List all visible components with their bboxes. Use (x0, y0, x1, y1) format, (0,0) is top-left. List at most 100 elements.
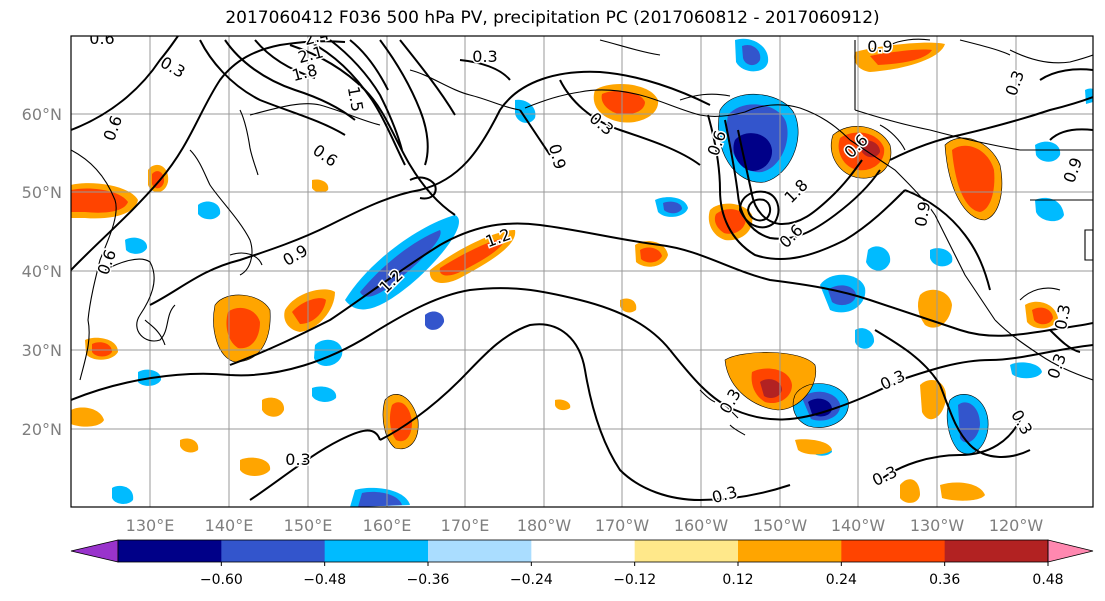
longitude-tick-label: 180°W (517, 516, 572, 535)
contour-label: 1.8 (290, 60, 320, 85)
latitude-tick-label: 50°N (22, 183, 62, 202)
precip-pos-blob (555, 399, 571, 411)
precip-neg-blob (930, 248, 953, 267)
precip-neg-blob (663, 201, 682, 214)
latitude-tick-label: 20°N (22, 420, 62, 439)
precip-pos-blob (920, 380, 947, 420)
precip-neg-blob (733, 133, 773, 171)
precip-neg-blob (866, 246, 891, 271)
precip-neg-blob (112, 485, 134, 504)
precip-neg-blob (198, 201, 221, 220)
precip-pos-blob (760, 379, 782, 398)
contour-label: 0.3 (1002, 68, 1029, 98)
longitude-tick-label: 150°E (284, 516, 333, 535)
longitude-tick-label: 170°E (441, 516, 490, 535)
contour-label: 0.3 (285, 450, 310, 469)
precip-neg-blob (425, 311, 445, 330)
latitude-tick-label: 30°N (22, 341, 62, 360)
precip-pos-blob (860, 140, 880, 158)
latitude-axis: 60°N 50°N 40°N 30°N 20°N (22, 105, 62, 439)
longitude-tick-label: 160°W (674, 516, 729, 535)
colorbar-outline (117, 539, 1049, 563)
contour-label: 0.3 (1044, 351, 1071, 381)
contour-label: 0.9 (545, 142, 570, 172)
precip-pos-blob (262, 397, 285, 417)
colorbar-segment (428, 540, 532, 562)
contour-label: 0.6 (100, 113, 127, 143)
latitude-tick-label: 40°N (22, 262, 62, 281)
precip-neg-blob (742, 44, 761, 66)
colorbar-segment (944, 540, 1049, 562)
colorbar-segment (118, 540, 222, 562)
colorbar-tick-label: 0.36 (929, 572, 960, 588)
contour-label: 0.9 (867, 37, 892, 56)
precip-pos-blob (71, 407, 104, 427)
coastlines (71, 38, 1093, 436)
colorbar-tick-label: −0.24 (510, 572, 553, 588)
plot-title: 2017060412 F036 500 hPa PV, precipitatio… (225, 8, 880, 28)
map-frame (70, 35, 1094, 508)
longitude-tick-label: 140°E (205, 516, 254, 535)
colorbar-tick-label: −0.48 (303, 572, 346, 588)
precip-pos-blob (900, 479, 920, 503)
contour-label: 0.6 (89, 29, 114, 48)
precip-pos-blob (292, 298, 326, 324)
longitude-tick-label: 140°W (831, 516, 886, 535)
precip-pos-blob (1032, 307, 1053, 325)
colorbar-tick-label: −0.12 (613, 572, 656, 588)
colorbar-segment (841, 540, 946, 562)
precip-neg-blob (1035, 141, 1061, 162)
contour-label: 1.2 (483, 225, 513, 252)
colorbar-segment (324, 540, 429, 562)
longitude-tick-label: 150°W (753, 516, 808, 535)
colorbar-extend-low (70, 539, 119, 563)
precip-neg-blob (360, 230, 441, 297)
latitude-tick-label: 60°N (22, 105, 62, 124)
contour-label: 1.5 (344, 85, 367, 113)
precip-pos-blob (180, 438, 199, 453)
contour-label: 0.6 (309, 140, 341, 170)
gridlines (71, 36, 1093, 507)
precip-outlines (213, 93, 1003, 455)
precip-pos-blob (620, 298, 637, 313)
precip-pos-blob (601, 90, 645, 115)
precip-neg-blob (358, 491, 402, 507)
map-area: 0.6 2.42.11.80.30.90.30.61.50.60.30.9 0.60… (71, 29, 1093, 507)
longitude-tick-label: 170°W (595, 516, 650, 535)
precip-neg-blob (312, 386, 337, 402)
colorbar: −0.60 −0.48 −0.36 −0.24 −0.12 0.12 0.24 0.36 0.4… (70, 539, 1094, 588)
longitude-tick-label: 120°W (989, 516, 1044, 535)
colorbar-tick-label: −0.60 (200, 572, 243, 588)
precip-neg-blob (958, 402, 980, 443)
longitude-axis: 130°E 140°E 150°E 160°E 170°E 180°W 170°W 160°W… (126, 516, 1044, 535)
precip-neg-blob (1035, 197, 1064, 222)
longitude-tick-label: 130°W (910, 516, 965, 535)
precip-pos-blob (152, 171, 165, 189)
contour-label: 0.3 (710, 482, 740, 507)
precip-pos-blob (795, 439, 832, 455)
colorbar-tick-label: 0.24 (826, 572, 857, 588)
precip-pos-blob (940, 482, 985, 501)
colorbar-extend-high (1047, 539, 1094, 563)
precip-neg-blob (855, 328, 875, 349)
contour-label: 0.3 (869, 462, 900, 490)
precip-neg-blob (125, 237, 148, 254)
colorbar-tick-label: −0.36 (407, 572, 450, 588)
precip-pos-blob (92, 342, 112, 357)
precip-pos-blob (439, 238, 505, 276)
precip-pos-blob (226, 307, 260, 349)
colorbar-segment (531, 540, 636, 562)
longitude-tick-label: 130°E (126, 516, 175, 535)
precip-pos-blob (71, 188, 128, 213)
precip-pos-blob (640, 247, 662, 263)
colorbar-segment (634, 540, 739, 562)
precip-pos-blob (870, 49, 932, 65)
colorbar-tick-label: 0.48 (1032, 572, 1063, 588)
pv-contours (71, 36, 1093, 502)
contour-label: 0.9 (1060, 155, 1087, 185)
precip-pos-blob (312, 179, 329, 193)
precip-shading (71, 38, 1093, 507)
colorbar-tick-label: 0.12 (722, 572, 753, 588)
precip-neg-blob (1010, 362, 1042, 379)
